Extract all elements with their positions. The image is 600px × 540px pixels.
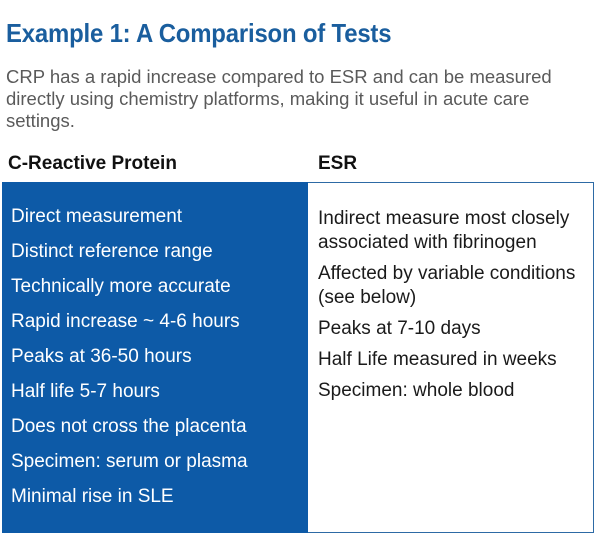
esr-item-peaks: Peaks at 7-10 days	[318, 318, 481, 339]
esr-item-half-life: Half Life measured in weeks	[318, 349, 557, 370]
esr-item-indirect-measure: Indirect measure most closely associated…	[318, 208, 570, 253]
crp-item-rapid-increase: Rapid increase ~ 4-6 hours	[11, 311, 240, 332]
crp-item-reference-range: Distinct reference range	[11, 241, 213, 262]
crp-column-heading: C-Reactive Protein	[8, 153, 177, 174]
intro-paragraph: CRP has a rapid increase compared to ESR…	[6, 66, 552, 131]
crp-column-panel	[2, 182, 308, 533]
esr-item-variable-conditions: Affected by variable conditions (see bel…	[318, 263, 576, 308]
crp-item-specimen: Specimen: serum or plasma	[11, 451, 248, 472]
crp-item-placenta: Does not cross the placenta	[11, 416, 247, 437]
crp-list: Direct measurement Distinct reference ra…	[11, 205, 248, 520]
crp-item-accuracy: Technically more accurate	[11, 276, 231, 297]
crp-item-half-life: Half life 5-7 hours	[11, 381, 160, 402]
esr-column-heading: ESR	[318, 153, 358, 174]
crp-item-direct-measurement: Direct measurement	[11, 206, 183, 227]
crp-item-peaks: Peaks at 36-50 hours	[11, 346, 192, 367]
esr-item-specimen: Specimen: whole blood	[318, 380, 515, 401]
crp-item-sle: Minimal rise in SLE	[11, 486, 174, 507]
esr-list: Indirect measure most closely associated…	[318, 207, 590, 410]
page-title: Example 1: A Comparison of Tests	[6, 18, 392, 48]
